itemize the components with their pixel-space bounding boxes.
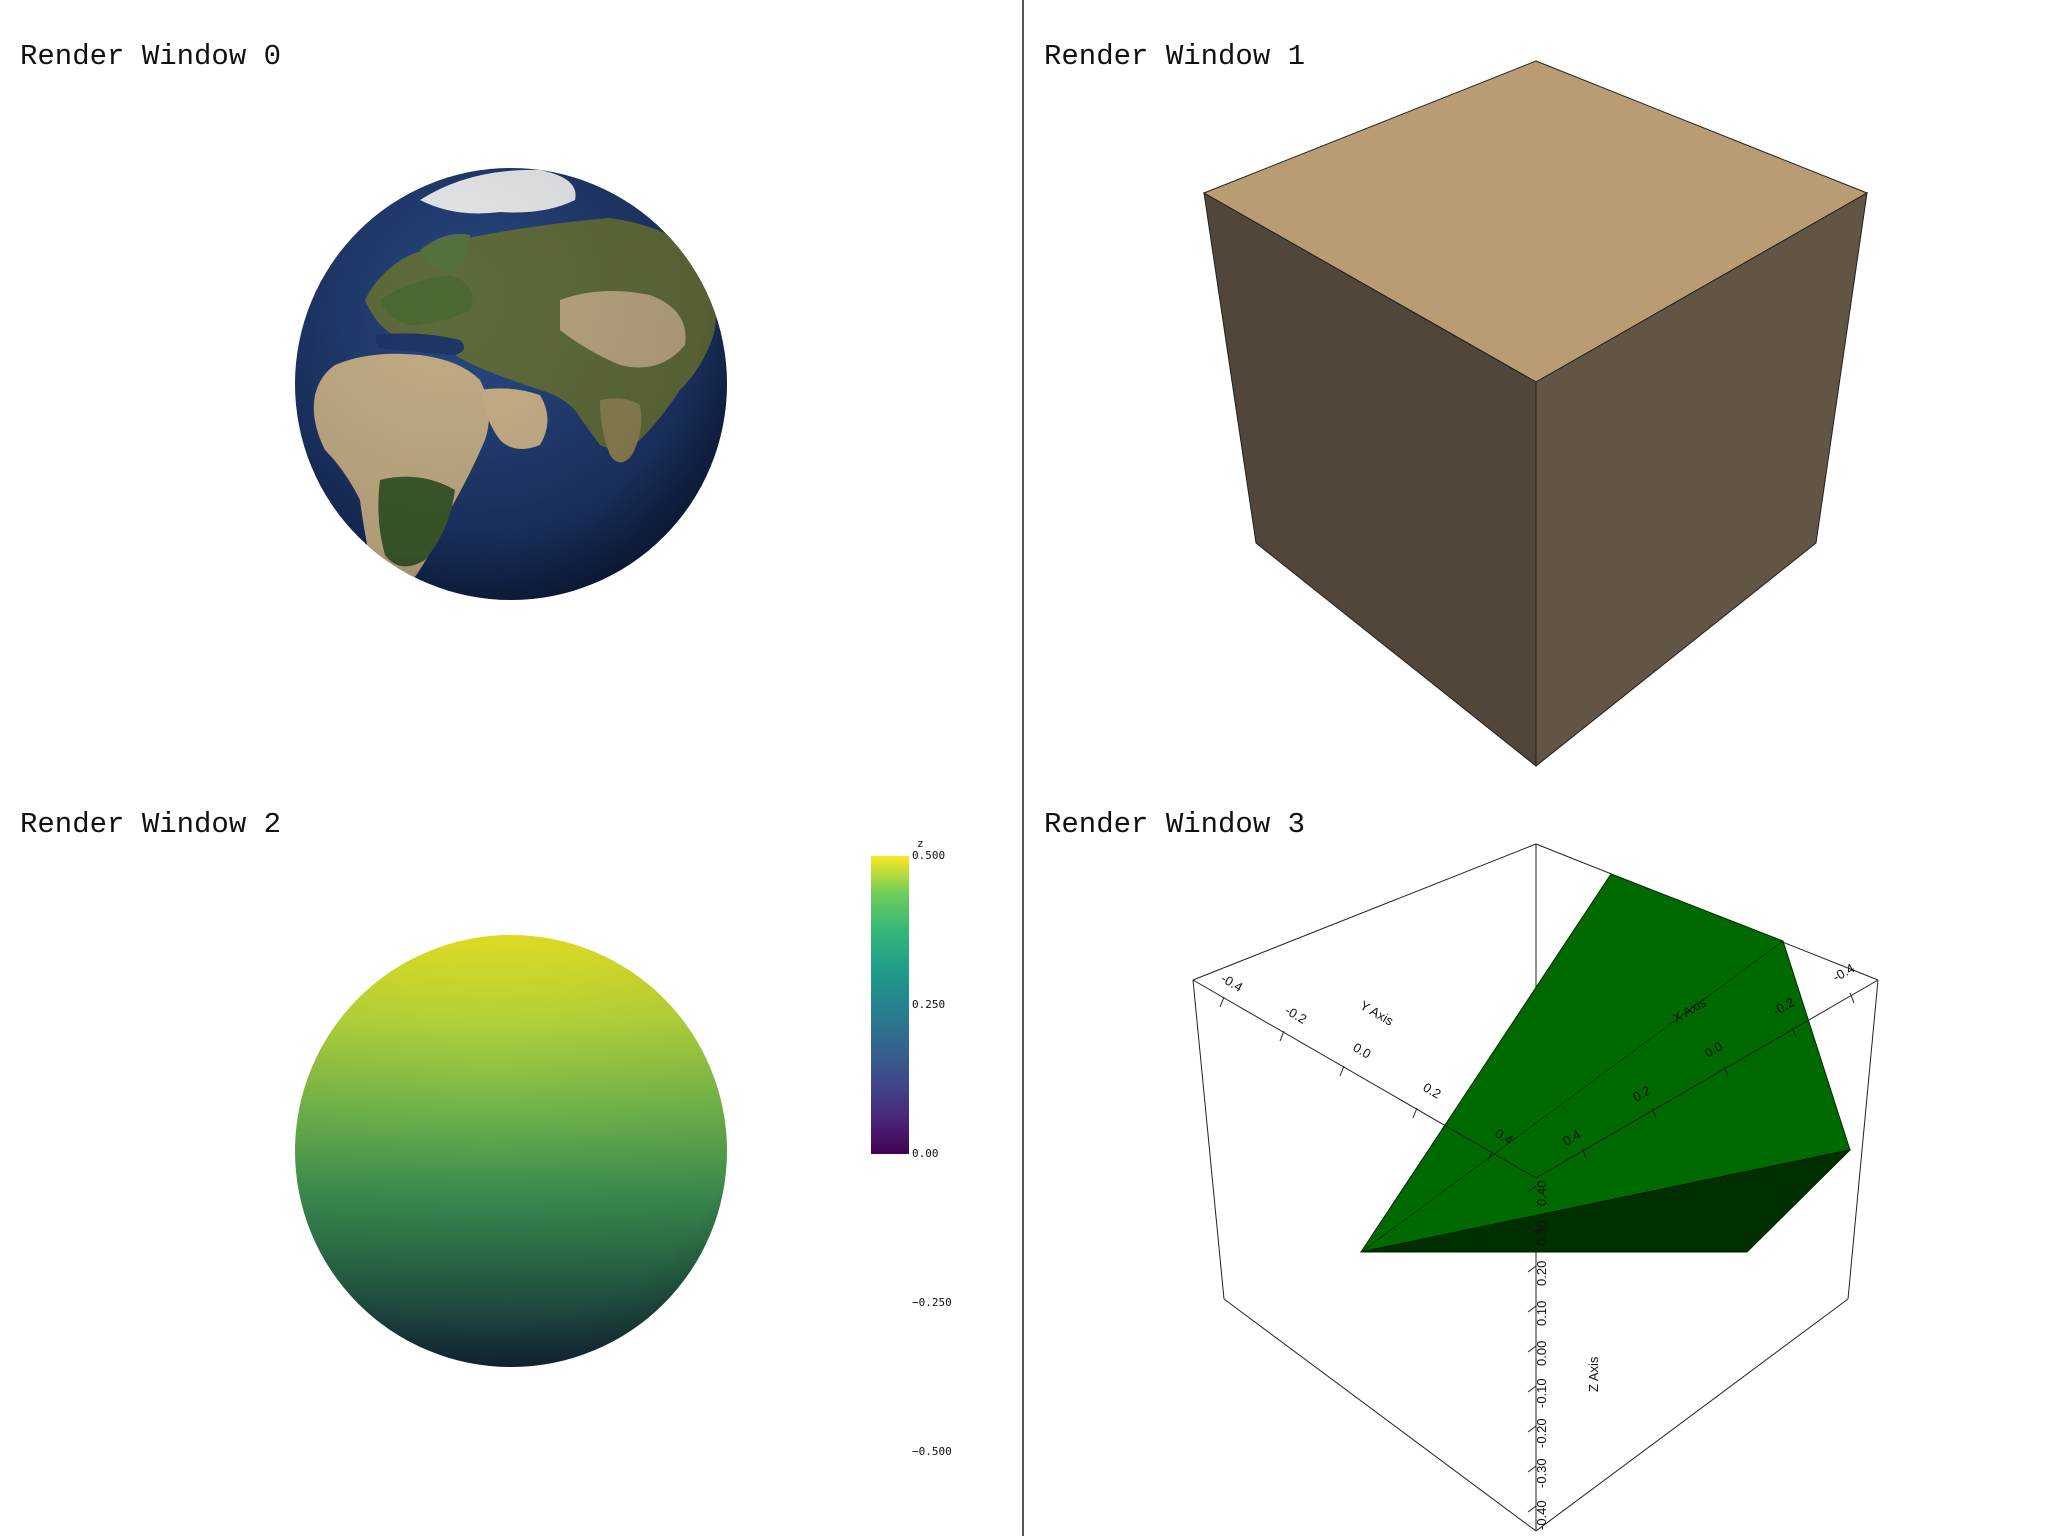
render-window-0-title: Render Window 0 <box>20 40 282 73</box>
z-tick-label: 0.40 <box>1534 1181 1549 1206</box>
z-tick-label: -0.20 <box>1534 1418 1549 1448</box>
cube-right-face <box>1535 192 1868 768</box>
earth-globe[interactable] <box>0 0 1022 768</box>
x-tick-label: -0.4 <box>1830 960 1857 984</box>
z-tick-label: 0.20 <box>1534 1261 1549 1286</box>
viewport-divider <box>1022 0 1024 1536</box>
y-tick-label: 0.2 <box>1421 1080 1444 1102</box>
scalar-sphere[interactable] <box>295 935 727 1367</box>
colorbar-tick-label: 0.250 <box>912 998 945 1011</box>
y-tick-label: 0.0 <box>1351 1040 1374 1062</box>
cube-mesh[interactable] <box>1024 0 2048 768</box>
z-axis-label: Z Axis <box>1586 1356 1601 1392</box>
z-axis <box>1527 1185 1537 1513</box>
colorbar-gradient <box>871 856 909 1154</box>
render-window-1-title: Render Window 1 <box>1044 40 1306 73</box>
wedge-mesh[interactable] <box>1359 873 1852 1253</box>
render-window-1[interactable]: Render Window 1 <box>1024 0 2048 768</box>
z-tick-label: -0.10 <box>1534 1378 1549 1408</box>
colorbar-tick-label: 0.500 <box>912 849 945 862</box>
colorbar-tick-label: −0.250 <box>912 1296 952 1309</box>
scalar-colorbar: z 0.500 0.250 0.00 −0.250 −0.500 <box>871 837 952 1458</box>
y-tick-label: -0.4 <box>1219 971 1246 995</box>
y-axis-label: Y Axis <box>1358 998 1397 1029</box>
x-axis <box>1535 979 1879 1179</box>
colorbar-title: z <box>917 837 924 850</box>
z-tick-label: -0.40 <box>1534 1500 1549 1530</box>
render-window-2[interactable]: Render Window 2 <box>0 768 1022 1536</box>
y-axis <box>1192 979 1537 1179</box>
y-tick-label: -0.2 <box>1283 1003 1310 1027</box>
z-tick-label: 0.30 <box>1534 1221 1549 1246</box>
render-window-3-title: Render Window 3 <box>1044 808 1306 841</box>
z-tick-label: 0.00 <box>1534 1341 1549 1366</box>
z-tick-label: 0.10 <box>1534 1301 1549 1326</box>
z-tick-label: -0.30 <box>1534 1458 1549 1488</box>
render-window-0[interactable]: Render Window 0 <box>0 0 1022 768</box>
colorbar-tick-label: 0.00 <box>912 1147 939 1160</box>
render-window-2-title: Render Window 2 <box>20 808 282 841</box>
axes-scene[interactable]: -0.4 -0.2 0.0 0.2 0.4 Y Axis -0.4 -0.2 0… <box>1024 768 2048 1536</box>
colorbar-tick-label: −0.500 <box>912 1445 952 1458</box>
wedge-bottom-face <box>1360 1149 1852 1253</box>
earth-shading <box>295 168 727 600</box>
render-window-3[interactable]: Render Window 3 <box>1024 768 2048 1536</box>
